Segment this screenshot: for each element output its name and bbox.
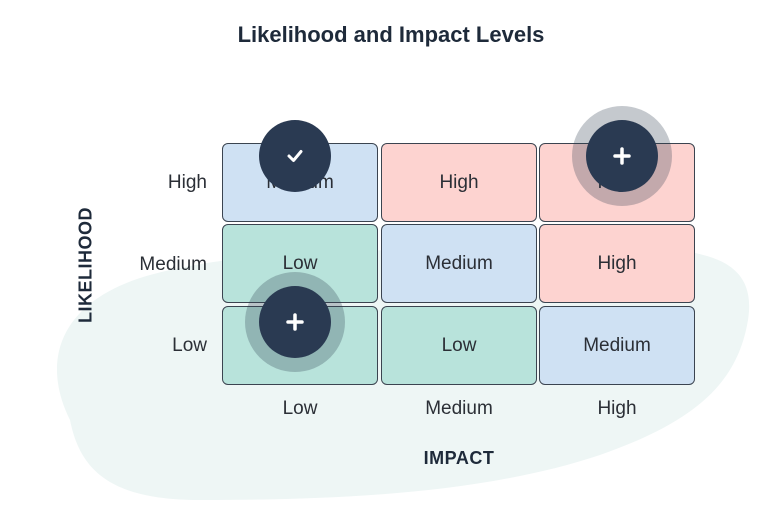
matrix-cell-medium-high: High bbox=[539, 224, 695, 303]
plus-marker-high-high[interactable] bbox=[586, 120, 658, 192]
plus-icon bbox=[613, 147, 631, 165]
plus-icon bbox=[286, 313, 304, 331]
x-axis-label: IMPACT bbox=[423, 448, 495, 468]
plus-marker-low-low[interactable] bbox=[259, 286, 331, 358]
matrix-cell-medium-medium: Medium bbox=[381, 224, 537, 303]
matrix-cell-high-medium: High bbox=[381, 143, 537, 222]
check-icon bbox=[287, 150, 303, 162]
y-axis-label: LIKELIHOOD bbox=[75, 207, 96, 323]
row-label-high: High bbox=[167, 172, 207, 193]
column-label-low: Low bbox=[282, 398, 318, 419]
column-label-medium: Medium bbox=[425, 398, 493, 419]
check-marker[interactable] bbox=[259, 120, 331, 192]
row-label-medium: Medium bbox=[139, 254, 207, 275]
matrix-cell-low-high: Medium bbox=[539, 306, 695, 385]
chart-title: Likelihood and Impact Levels bbox=[237, 22, 545, 47]
column-label-high: High bbox=[597, 398, 637, 419]
matrix-cell-low-medium: Low bbox=[381, 306, 537, 385]
row-label-low: Low bbox=[172, 335, 207, 356]
